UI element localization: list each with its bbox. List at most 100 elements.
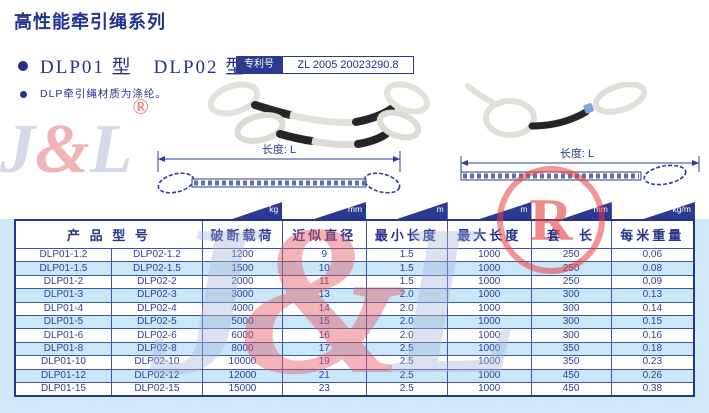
table-cell: 250 bbox=[530, 261, 612, 276]
table-row: DLP01-6 DLP02-6 6000 16 2.0 1000 300 0.16 bbox=[14, 328, 695, 343]
table-cell: 10000 bbox=[201, 355, 284, 370]
table-row: DLP01-1.2 DLP02-1.2 1200 9 1.5 1000 250 0.06 bbox=[14, 247, 695, 263]
header-col: 近似直径 bbox=[282, 219, 367, 249]
length-label-left: 长度: L bbox=[262, 142, 296, 156]
table-cell: 12000 bbox=[201, 368, 284, 383]
table-cell: 2.5 bbox=[365, 368, 448, 383]
table-cell: 450 bbox=[530, 368, 612, 383]
table-cell: 5000 bbox=[201, 314, 284, 330]
table-cell: 1000 bbox=[446, 341, 532, 357]
table-cell: DLP02-4 bbox=[110, 301, 203, 316]
band-cell: m bbox=[448, 202, 532, 219]
table-cell: DLP02-1.5 bbox=[110, 261, 203, 276]
header-col: 每米重量 bbox=[610, 219, 695, 249]
table-cell: 19 bbox=[282, 355, 367, 370]
table-cell: 10 bbox=[282, 261, 367, 276]
table-row: DLP01-1.5 DLP02-1.5 1500 10 1.5 1000 250 0.08 bbox=[14, 261, 695, 276]
table-cell: DLP02-5 bbox=[110, 314, 203, 330]
table-cell: DLP02-10 bbox=[110, 355, 203, 370]
band-cell: mm bbox=[282, 202, 367, 219]
material-note: DLP牵引绳材质为涤纶。 bbox=[40, 88, 167, 100]
patent-label: 专利号 bbox=[236, 56, 282, 74]
table-cell: DLP01-6 bbox=[14, 328, 112, 343]
table-cell: DLP01-5 bbox=[14, 314, 112, 330]
table-cell: 1500 bbox=[201, 261, 284, 276]
header-col: 套 长 bbox=[530, 219, 612, 249]
table-cell: 1.5 bbox=[365, 247, 448, 263]
table-cell: 8000 bbox=[201, 341, 284, 357]
table-cell: 9 bbox=[282, 247, 367, 263]
table-cell: 0.18 bbox=[610, 341, 695, 357]
table-cell: 1.5 bbox=[365, 261, 448, 276]
patent-number: ZL 2005 20023290.8 bbox=[282, 56, 414, 74]
dlp01-rope-photo bbox=[207, 81, 430, 149]
table-cell: 1000 bbox=[446, 314, 532, 330]
table-cell: 0.23 bbox=[610, 355, 695, 370]
table-cell: DLP02-8 bbox=[110, 341, 203, 357]
table-cell: 0.14 bbox=[610, 301, 695, 316]
unit-label: kg/m bbox=[672, 204, 691, 214]
spec-table: 产 品 型 号 破断载荷 近似直径 最小长度 最大长度套 长每米重量 DLP01-1.… bbox=[14, 219, 695, 398]
table-cell: 1.5 bbox=[365, 274, 448, 290]
table-cell: 17 bbox=[282, 341, 367, 357]
jl-logo-watermark: J&L® bbox=[0, 96, 149, 185]
table-row: DLP01-5 DLP02-5 5000 15 2.0 1000 300 0.15 bbox=[14, 314, 695, 330]
table-cell: 15 bbox=[282, 314, 367, 330]
table-cell: 4000 bbox=[201, 301, 284, 316]
table-cell: DLP01-3 bbox=[14, 288, 112, 303]
model-names: DLP01 型 DLP02 型 bbox=[40, 57, 247, 78]
table-cell: 300 bbox=[530, 328, 612, 343]
table-cell: 300 bbox=[530, 314, 612, 330]
table-cell: 1000 bbox=[446, 301, 532, 316]
table-row: DLP01-12 DLP02-12 12000 21 2.5 1000 450 0.26 bbox=[14, 368, 695, 383]
band-cell: mm bbox=[532, 202, 612, 219]
table-cell: 1000 bbox=[446, 261, 532, 276]
table-cell: DLP02-3 bbox=[110, 288, 203, 303]
bullet-icon bbox=[20, 91, 27, 98]
table-cell: 0.15 bbox=[610, 314, 695, 330]
table-row: DLP01-3 DLP02-3 3000 13 2.0 1000 300 0.13 bbox=[14, 288, 695, 303]
table-cell: 1000 bbox=[446, 288, 532, 303]
unit-label: m bbox=[436, 204, 444, 214]
unit-label: kg bbox=[269, 204, 279, 214]
table-cell: 1000 bbox=[446, 328, 532, 343]
table-cell: 0.26 bbox=[610, 368, 695, 383]
table-row: DLP01-10 DLP02-10 10000 19 2.5 1000 350 0.23 bbox=[14, 355, 695, 370]
table-cell: 1000 bbox=[446, 355, 532, 370]
band-cell bbox=[111, 202, 202, 219]
table-row: DLP01-8 DLP02-8 8000 17 2.5 1000 350 0.18 bbox=[14, 341, 695, 357]
table-cell: 2.0 bbox=[365, 288, 448, 303]
table-cell: 0.16 bbox=[610, 328, 695, 343]
table-cell: DLP01-2 bbox=[14, 274, 112, 290]
header-row: 产 品 型 号 破断载荷 近似直径 最小长度 最大长度套 长每米重量 bbox=[14, 219, 695, 249]
header-col: 最大长度 bbox=[446, 219, 532, 249]
table-cell: 350 bbox=[530, 341, 612, 357]
table-cell: DLP01-1.5 bbox=[14, 261, 112, 276]
header-col: 破断载荷 bbox=[201, 219, 284, 249]
length-label-right: 长度: L bbox=[560, 146, 594, 160]
table-cell: 16 bbox=[282, 328, 367, 343]
table-cell: 1000 bbox=[446, 381, 532, 397]
page-title: 高性能牵引绳系列 bbox=[14, 12, 166, 32]
logo-letter-j: J bbox=[0, 111, 35, 188]
table-cell: 2.5 bbox=[365, 341, 448, 357]
table-cell: DLP01-4 bbox=[14, 301, 112, 316]
table-cell: 0.08 bbox=[610, 261, 695, 276]
table-cell: DLP01-8 bbox=[14, 341, 112, 357]
table-cell: 1000 bbox=[446, 368, 532, 383]
table-cell: DLP02-2 bbox=[110, 274, 203, 290]
table-cell: 450 bbox=[530, 381, 612, 397]
table-cell: 0.13 bbox=[610, 288, 695, 303]
header-col: 最小长度 bbox=[365, 219, 448, 249]
band-cell: m bbox=[366, 202, 448, 219]
unit-label: mm bbox=[593, 204, 608, 214]
table-cell: DLP01-1.2 bbox=[14, 247, 112, 263]
table-cell: DLP01-15 bbox=[14, 381, 112, 397]
table-cell: 21 bbox=[282, 368, 367, 383]
table-cell: 300 bbox=[530, 288, 612, 303]
spec-table-wrap: kg mm m m mm kg/m 产 品 型 号 破断载荷 近似直径 最小长度 最大长度套 长… bbox=[14, 202, 695, 398]
table-cell: 300 bbox=[530, 301, 612, 316]
table-cell: 2000 bbox=[201, 274, 284, 290]
table-row: DLP01-4 DLP02-4 4000 14 2.0 1000 300 0.14 bbox=[14, 301, 695, 316]
